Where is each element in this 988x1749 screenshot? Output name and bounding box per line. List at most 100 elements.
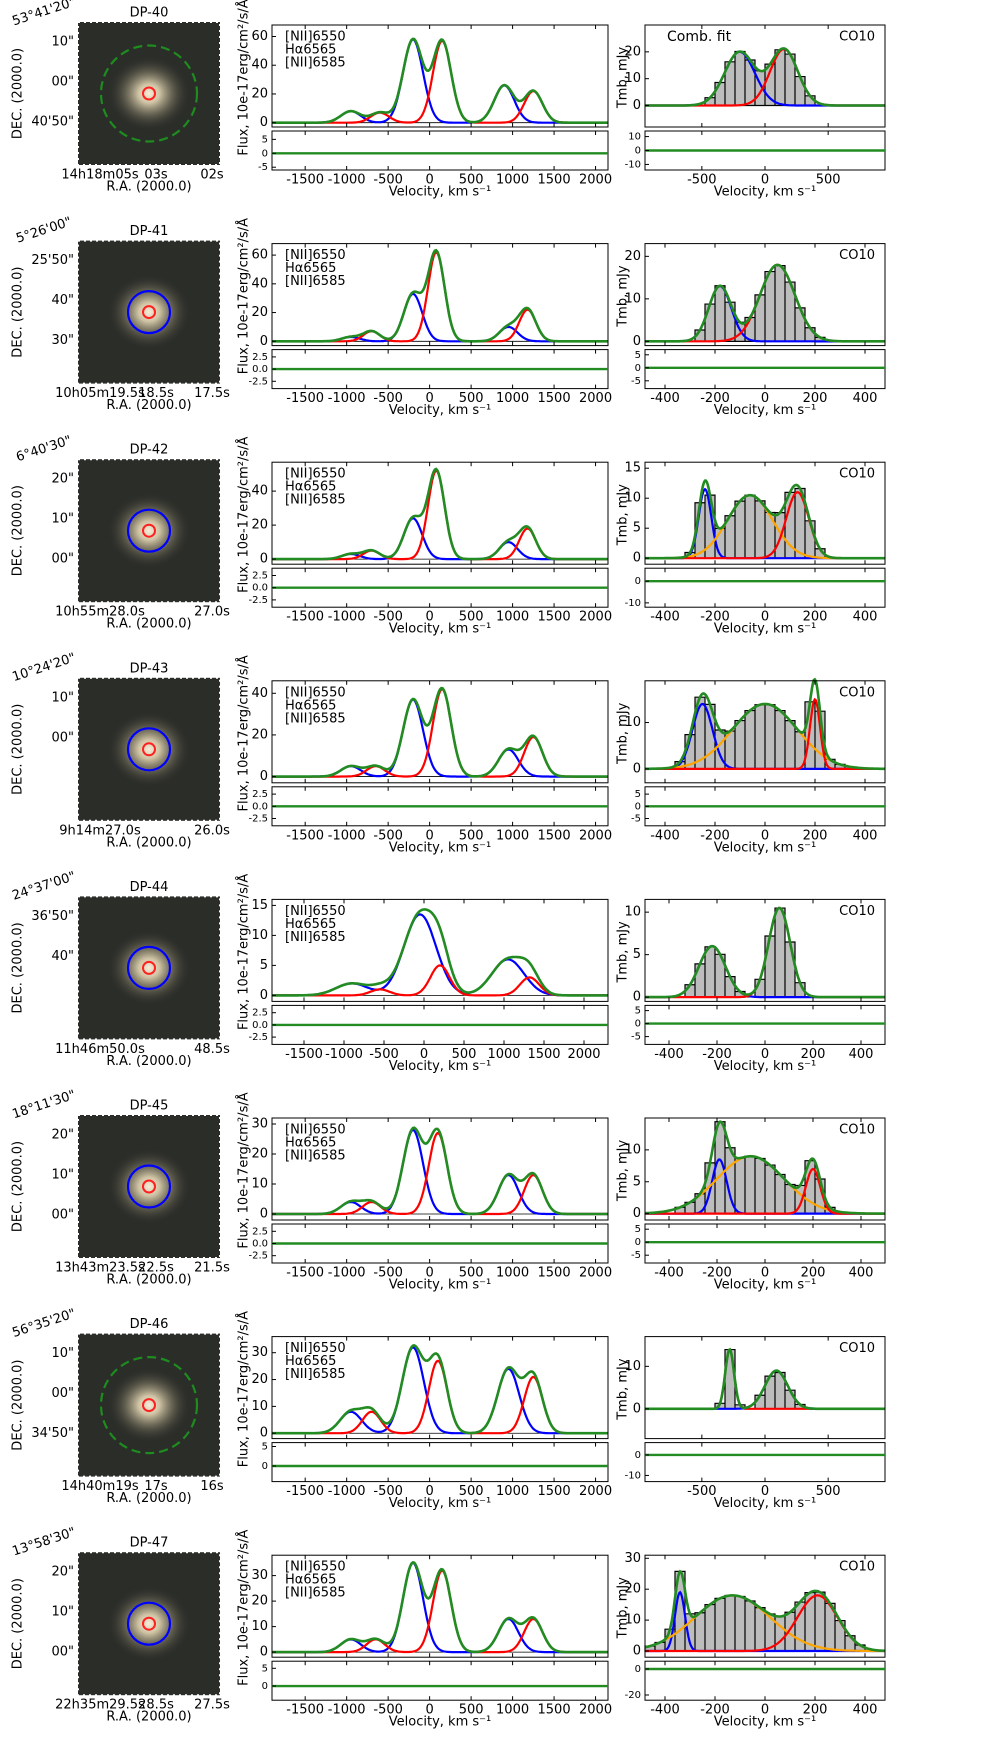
- y-axis-label: Flux, 10e-17erg/cm²/s/Å: [236, 655, 252, 811]
- x-tick-label: 0: [761, 1484, 769, 1499]
- resid-frame: [644, 1442, 886, 1483]
- y-axis-label: DEC. (2000.0): [11, 704, 26, 795]
- aperture: [126, 508, 172, 553]
- dec-tick-label: 40": [51, 293, 74, 308]
- ra-tick-label: 16s: [200, 1479, 224, 1494]
- y-tick-label: 0: [260, 988, 268, 1003]
- legend-label: [NII]6550: [285, 1560, 346, 1575]
- component-curve: [645, 697, 885, 770]
- resid-y-tick-label: 0.0: [252, 801, 268, 812]
- x-tick-label: 0: [425, 1266, 433, 1281]
- x-axis-label: Velocity, km s⁻¹: [389, 622, 491, 637]
- galaxy: [107, 274, 191, 351]
- resid-y-tick-label: 0.0: [252, 364, 268, 375]
- resid-y-tick-label: -2.5: [248, 1032, 268, 1043]
- resid-y-tick-label: 2.5: [252, 1008, 268, 1019]
- dec-tick-label: 6°40'30": [14, 433, 73, 465]
- x-tick-label: 500: [459, 391, 484, 406]
- total-fit: [645, 47, 885, 107]
- y-tick-label: 0: [633, 551, 641, 566]
- annotation: CO10: [839, 1341, 875, 1356]
- total-fit: [272, 1344, 608, 1435]
- y-tick-label: 0: [633, 98, 641, 113]
- panel-title: DP-42: [130, 443, 169, 458]
- y-tick-label: 10: [251, 1177, 268, 1192]
- resid-y-tick-label: 5: [635, 789, 641, 800]
- total-fit: [645, 1120, 885, 1215]
- y-tick-label: 20: [251, 1147, 268, 1162]
- resid-y-tick-label: -5: [631, 1032, 641, 1043]
- legend-label: Hα6565: [285, 480, 336, 495]
- x-tick-label: -400: [650, 391, 680, 406]
- panel-title: DP-45: [130, 1099, 169, 1114]
- x-axis-label: Velocity, km s⁻¹: [714, 1059, 816, 1074]
- x-axis-label: Velocity, km s⁻¹: [714, 1715, 816, 1730]
- x-tick-label: 1000: [496, 1266, 529, 1281]
- panel-title: DP-47: [130, 1536, 169, 1551]
- panel-title: DP-46: [130, 1317, 169, 1332]
- annotation: CO10: [839, 30, 875, 45]
- y-tick-label: 0: [260, 1207, 268, 1222]
- galaxy: [107, 929, 191, 1006]
- y-tick-label: 60: [251, 29, 268, 44]
- resid-y-tick-label: 5: [262, 134, 268, 145]
- total-fit: [644, 1569, 885, 1653]
- resid-y-tick-label: -2.5: [248, 1251, 268, 1262]
- component-curve: [272, 292, 608, 343]
- y-tick-label: 20: [624, 1582, 641, 1597]
- x-tick-label: 0: [761, 1703, 769, 1718]
- y-axis-label: Tmb, mJy: [616, 47, 631, 110]
- y-tick-label: 10: [251, 928, 268, 943]
- fiber: [142, 960, 156, 975]
- x-tick-label: 2000: [579, 828, 612, 843]
- dec-tick-label: 10°24'20": [10, 651, 77, 686]
- y-tick-label: 0: [260, 769, 268, 784]
- x-tick-label: 0: [425, 828, 433, 843]
- x-tick-label: 2000: [579, 1703, 612, 1718]
- x-tick-label: -1500: [286, 610, 324, 625]
- x-axis-label: Velocity, km s⁻¹: [714, 403, 816, 418]
- y-tick-label: 0: [260, 1426, 268, 1441]
- resid-y-tick-label: 5: [262, 1663, 268, 1674]
- x-tick-label: 2000: [579, 1266, 612, 1281]
- x-axis-label: Velocity, km s⁻¹: [389, 185, 491, 200]
- x-axis-label: Velocity, km s⁻¹: [389, 403, 491, 418]
- y-tick-label: 0: [633, 334, 641, 349]
- resid-frame: [644, 567, 886, 608]
- x-tick-label: -1000: [328, 828, 366, 843]
- panel-title: DP-43: [130, 661, 169, 676]
- resid-y-tick-label: 2.5: [252, 352, 268, 363]
- ra-tick-label: 26.0s: [194, 823, 230, 838]
- x-tick-label: -1500: [286, 1703, 324, 1718]
- x-tick-label: -1500: [286, 391, 324, 406]
- x-tick-label: 0: [425, 610, 433, 625]
- y-tick-label: 10: [624, 715, 641, 730]
- x-tick-label: 400: [853, 391, 878, 406]
- dec-tick-label: 00": [51, 552, 74, 567]
- y-tick-label: 10: [624, 71, 641, 86]
- x-tick-label: -500: [373, 391, 403, 406]
- resid-y-tick-label: -2.5: [248, 376, 268, 387]
- resid-frame: [644, 349, 886, 390]
- x-tick-label: 400: [849, 1266, 874, 1281]
- co-histogram: [714, 1348, 806, 1410]
- dec-tick-label: 10": [51, 690, 74, 705]
- x-tick-label: -1000: [328, 1703, 366, 1718]
- resid-y-tick-label: 10: [628, 132, 641, 143]
- ra-tick-label: 9h14m27.0s: [59, 823, 141, 838]
- ra-tick-label: 21.5s: [194, 1261, 230, 1276]
- y-tick-label: 20: [251, 1594, 268, 1609]
- x-tick-label: 1000: [487, 1047, 520, 1062]
- x-tick-label: -200: [700, 1703, 730, 1718]
- resid-y-tick-label: 0: [635, 363, 641, 374]
- x-tick-label: 2000: [579, 173, 612, 188]
- resid-y-tick-label: 0: [635, 576, 641, 587]
- x-tick-label: 1500: [538, 173, 571, 188]
- dec-tick-label: 34'50": [31, 1426, 74, 1441]
- ra-tick-label: 10h05m19.5s: [55, 386, 145, 401]
- resid-frame: [271, 1660, 609, 1701]
- x-tick-label: 200: [801, 1047, 826, 1062]
- x-axis-label: Velocity, km s⁻¹: [389, 1278, 491, 1293]
- x-tick-label: -500: [369, 1047, 399, 1062]
- x-tick-label: -1500: [286, 1266, 324, 1281]
